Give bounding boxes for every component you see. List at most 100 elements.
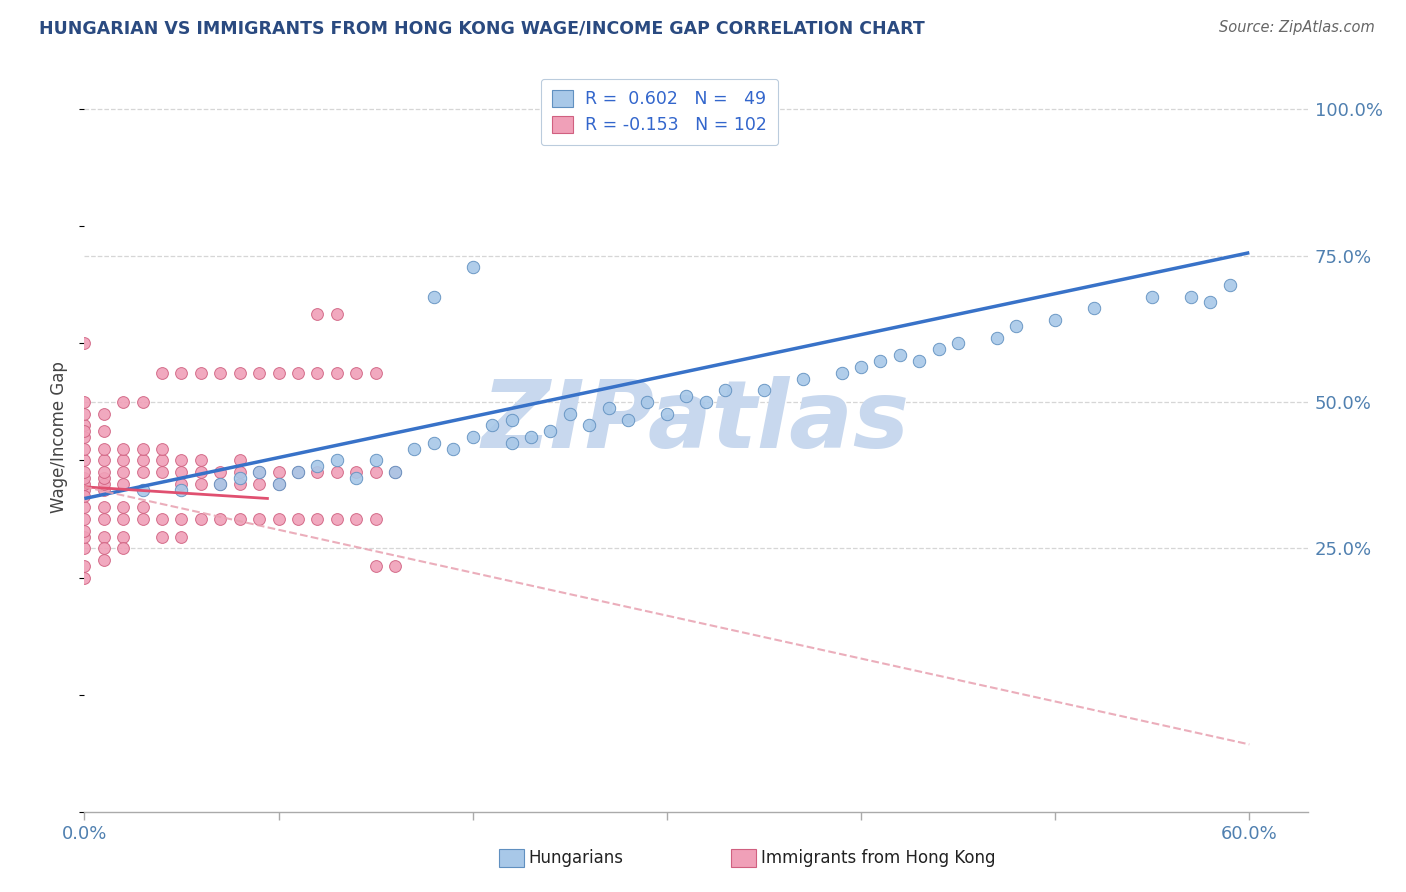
Point [131,500,153,515]
Point [73,430,96,444]
Point [73,465,96,479]
Point [326,512,349,526]
Point [481,418,503,433]
Point [461,260,484,275]
Point [520,430,543,444]
Point [307,366,329,380]
Point [209,465,232,479]
Point [150,530,173,544]
Point [190,366,212,380]
Point [190,476,212,491]
Point [364,453,387,467]
Point [326,307,349,321]
Text: ZIPatlas: ZIPatlas [482,376,910,468]
Point [1199,295,1222,310]
Point [150,366,173,380]
Point [538,424,561,438]
Point [384,558,406,573]
Point [73,336,96,351]
Point [112,541,135,556]
Point [831,366,853,380]
Point [384,465,406,479]
Point [190,465,212,479]
Point [792,371,814,385]
Point [93,424,115,438]
Point [131,512,153,526]
Point [267,476,290,491]
Point [93,530,115,544]
Point [501,412,523,426]
Point [131,395,153,409]
Point [209,476,232,491]
Point [228,471,250,485]
Point [73,418,96,433]
Point [228,512,250,526]
Point [946,336,969,351]
Point [73,424,96,438]
Point [73,500,96,515]
Point [228,366,250,380]
Point [1043,313,1066,327]
Point [73,541,96,556]
Point [112,500,135,515]
Point [73,571,96,585]
Point [93,476,115,491]
Point [93,483,115,497]
Point [93,407,115,421]
Point [112,530,135,544]
Point [131,465,153,479]
Point [112,465,135,479]
Point [170,483,193,497]
Point [364,512,387,526]
Point [209,366,232,380]
Point [209,476,232,491]
Point [190,453,212,467]
Point [617,412,640,426]
Point [93,471,115,485]
Point [247,366,270,380]
Point [247,465,270,479]
Point [558,407,581,421]
Point [423,289,446,303]
Point [1142,289,1164,303]
Point [307,307,329,321]
Point [889,348,911,362]
Point [267,476,290,491]
Point [326,453,349,467]
Point [170,453,193,467]
Point [73,476,96,491]
Point [695,395,717,409]
Point [150,453,173,467]
Point [928,343,950,357]
Point [247,465,270,479]
Point [364,558,387,573]
Point [73,442,96,456]
Point [112,453,135,467]
Point [344,366,367,380]
Point [73,530,96,544]
Point [73,395,96,409]
Text: Source: ZipAtlas.com: Source: ZipAtlas.com [1219,20,1375,35]
Point [501,436,523,450]
Y-axis label: Wage/Income Gap: Wage/Income Gap [51,361,69,513]
Point [423,436,446,450]
Point [1219,277,1241,292]
Point [287,512,309,526]
Point [131,483,153,497]
Point [112,395,135,409]
Point [93,453,115,467]
Point [344,465,367,479]
Point [112,476,135,491]
Point [93,442,115,456]
Point [267,512,290,526]
Point [247,476,270,491]
Point [307,459,329,474]
Point [267,366,290,380]
Point [93,541,115,556]
Point [150,465,173,479]
Point [247,512,270,526]
Point [326,366,349,380]
Point [986,330,1008,344]
Text: Hungarians: Hungarians [529,849,624,867]
Legend: R =  0.602   N =   49, R = -0.153   N = 102: R = 0.602 N = 49, R = -0.153 N = 102 [540,78,778,145]
